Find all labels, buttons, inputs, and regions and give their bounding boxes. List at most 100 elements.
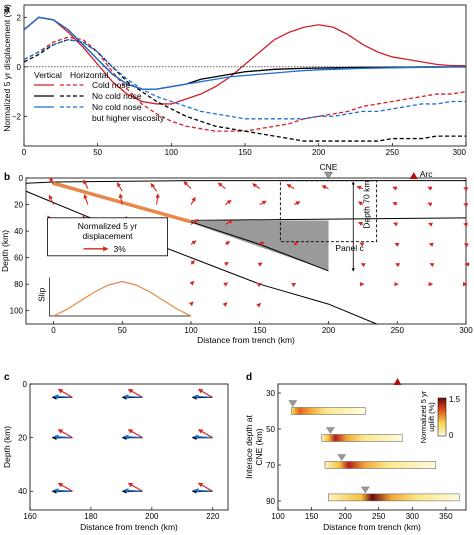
panel-b-vector — [118, 193, 124, 205]
panel-c-vector-higher-viscosity — [53, 434, 73, 440]
panel-a-series-line — [23, 16, 466, 90]
panel-d-xtick-label: 300 — [406, 512, 420, 521]
panel-b-vector — [463, 202, 469, 208]
panel-b-cne-marker — [324, 171, 333, 180]
panel-a-series-line — [23, 38, 466, 142]
panel-b-slip-label: Slip — [37, 287, 47, 301]
panel-d-xtick-label: 250 — [372, 512, 386, 521]
panel-a-label: a — [4, 4, 10, 15]
panel-b-vector — [223, 282, 229, 287]
panel-b-cne-label: CNE — [320, 162, 338, 172]
panel-b-vector — [428, 222, 434, 227]
panel-b-vector — [428, 242, 434, 247]
panel-b-vector — [116, 182, 123, 192]
panel-a-xtick-label: 150 — [238, 148, 252, 157]
panel-b-vector — [190, 219, 199, 225]
panel-a: 0 50 100 150 200 250 300 2 0 −2 Vertical Horizontal… — [12, 4, 467, 157]
panel-b-vector — [225, 241, 231, 246]
panel-d-cne-marker — [360, 486, 370, 494]
panel-b-ytick-label: 0 — [19, 174, 24, 183]
panel-c-xtick-label: 180 — [84, 512, 98, 521]
panel-b-xtick-label: 250 — [391, 326, 405, 335]
panel-b-vector — [155, 193, 160, 205]
panel-c-vector-higher-viscosity — [193, 488, 213, 493]
panel-a-series-line — [23, 16, 466, 105]
panel-b-vector — [392, 186, 398, 191]
panel-b-vector — [183, 181, 192, 190]
panel-c-vector-higher-viscosity — [123, 434, 143, 440]
panel-c-vector-cold-nose — [57, 429, 73, 439]
panel-b-arc-label: Arc — [420, 169, 434, 179]
panel-c-xtick-label: 220 — [206, 512, 220, 521]
panel-b-vector — [392, 201, 398, 207]
panel-d: 100 150 200 250 300 350 30 50 70 90 Distance from … — [244, 378, 467, 532]
panel-c-xtick-label: 160 — [23, 512, 37, 521]
panel-b-moho — [184, 217, 467, 221]
panel-d-ytick-label: 30 — [266, 389, 275, 398]
panel-d-xtick-label: 150 — [305, 512, 319, 521]
panel-c-vector-higher-viscosity — [53, 488, 73, 493]
panel-c-vector-higher-viscosity — [123, 394, 143, 400]
panel-a-xtick-label: 50 — [93, 148, 102, 157]
panel-b-ytick-label: 60 — [14, 254, 23, 263]
panel-c-vector-higher-viscosity — [123, 488, 143, 493]
panel-c-label: c — [4, 372, 10, 383]
panel-d-colorbar — [437, 397, 447, 437]
panel-b-panel-ref: Panel c — [335, 243, 364, 253]
panel-d-xtick-label: 350 — [439, 512, 453, 521]
panel-d-xtick-label: 200 — [338, 512, 352, 521]
panel-b-xtick-label: 100 — [184, 326, 198, 335]
panel-a-xtick-label: 200 — [312, 148, 326, 157]
panel-b-arc-marker — [409, 172, 418, 179]
panel-b-vector — [83, 179, 89, 189]
panel-b-vector — [291, 282, 297, 288]
panel-b-vector — [259, 241, 265, 246]
panel-a-ytick-label: −2 — [12, 112, 22, 121]
panel-b-frame — [25, 177, 467, 325]
panel-d-label: d — [246, 372, 252, 383]
panel-b-xtick-label: 0 — [51, 326, 56, 335]
panel-d-colorbar-label: Normalized 5 yr — [419, 390, 428, 443]
panel-c-vector-higher-viscosity — [53, 394, 73, 400]
panel-d-uplift-bar — [321, 434, 403, 442]
panel-b-ylabel: Depth (km) — [0, 230, 10, 272]
panel-b-vector — [189, 280, 195, 286]
panel-b-vector — [190, 240, 197, 245]
panel-c-vector-cold-nose — [197, 388, 213, 398]
panel-b-xlabel: Distance from trench (km) — [197, 335, 295, 345]
panel-b-vector — [360, 263, 366, 268]
panel-a-legend-col1: Vertical — [34, 70, 62, 80]
panel-b-vector — [83, 194, 89, 205]
panel-d-frame — [277, 383, 467, 511]
panel-c-vector-cold-nose — [57, 482, 73, 492]
panel-c-vector-cold-nose — [127, 388, 143, 398]
panel-a-xtick-label: 250 — [386, 148, 400, 157]
panel-c-vector-cold-nose — [127, 482, 143, 492]
panel-c-xtick-label: 200 — [145, 512, 159, 521]
panel-b-vector — [427, 186, 433, 191]
panel-d-ytick-label: 70 — [266, 461, 275, 470]
panel-b-ytick-label: 100 — [10, 307, 24, 316]
panel-b-vector — [463, 222, 469, 228]
panel-b-vector — [286, 183, 295, 190]
panel-d-ylabel: Interace depth at — [244, 414, 254, 478]
panel-b-vector — [256, 302, 261, 308]
panel-a-series-line — [23, 38, 466, 120]
panel-b-depth-label: Depth 70 km — [362, 181, 372, 229]
panel-a-legend-entry: but higher viscosity — [92, 113, 165, 123]
panel-a-ylabel: Normalized 5 yr displacement (%) — [2, 4, 12, 132]
panel-b-vector — [190, 196, 196, 205]
panel-c-ytick-label: 0 — [23, 380, 28, 389]
panel-b-vector — [358, 221, 364, 226]
panel-a-ytick-label: 0 — [17, 63, 22, 72]
panel-b-vector — [429, 263, 435, 268]
panel-d-cne-marker — [325, 427, 335, 434]
panel-b-vector — [252, 183, 261, 190]
panel-c-vector-higher-viscosity — [193, 434, 213, 440]
panel-b-legend-title1: Normalized 5 yr — [78, 221, 138, 231]
panel-b-vector — [463, 243, 469, 248]
panel-d-uplift-bar — [324, 461, 437, 469]
panel-b-vector — [393, 222, 398, 227]
panel-b-panel-c-box — [279, 180, 378, 243]
